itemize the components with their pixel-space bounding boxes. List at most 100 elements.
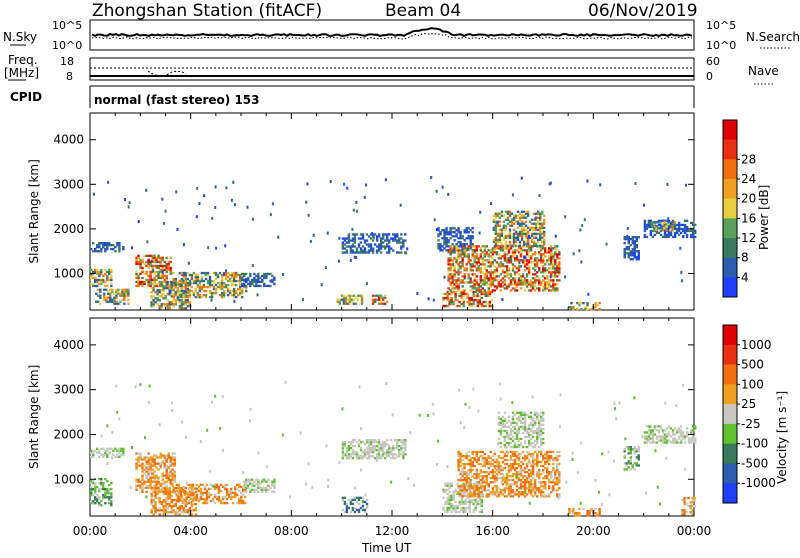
data-cell bbox=[542, 442, 544, 444]
data-cell bbox=[191, 276, 193, 278]
data-cell bbox=[96, 486, 98, 488]
data-cell bbox=[437, 239, 439, 241]
data-speck bbox=[214, 206, 216, 209]
data-cell bbox=[443, 229, 445, 231]
data-speck bbox=[211, 217, 213, 220]
data-cell bbox=[481, 505, 483, 507]
data-cell bbox=[532, 287, 534, 289]
data-cell bbox=[539, 219, 541, 221]
data-cell bbox=[502, 457, 504, 459]
data-cell bbox=[550, 455, 552, 457]
data-cell bbox=[232, 492, 234, 494]
data-cell bbox=[552, 479, 554, 481]
data-cell bbox=[119, 301, 121, 303]
data-cell bbox=[354, 445, 356, 447]
data-cell bbox=[98, 498, 100, 500]
data-speck bbox=[635, 182, 637, 185]
data-cell bbox=[512, 412, 514, 414]
data-cell bbox=[458, 295, 460, 297]
data-cell bbox=[512, 436, 514, 438]
data-cell bbox=[528, 440, 530, 442]
data-cell bbox=[542, 259, 544, 261]
data-cell bbox=[501, 243, 503, 245]
data-cell bbox=[233, 272, 235, 274]
data-cell bbox=[494, 289, 496, 291]
data-cell bbox=[261, 491, 263, 493]
data-cell bbox=[118, 244, 120, 246]
data-cell bbox=[542, 275, 544, 277]
data-cell bbox=[506, 430, 508, 432]
data-cell bbox=[227, 276, 229, 278]
data-cell bbox=[504, 489, 506, 491]
data-cell bbox=[172, 475, 174, 477]
data-cell bbox=[475, 499, 477, 501]
data-cell bbox=[476, 485, 478, 487]
data-cell bbox=[102, 275, 104, 277]
data-cell bbox=[166, 485, 168, 487]
data-cell bbox=[518, 446, 520, 448]
data-cell bbox=[543, 239, 545, 241]
data-cell bbox=[666, 427, 668, 429]
data-cell bbox=[544, 481, 546, 483]
data-cell bbox=[508, 251, 510, 253]
data-cell bbox=[544, 247, 546, 249]
data-cell bbox=[462, 257, 464, 259]
data-cell bbox=[199, 284, 201, 286]
data-speck bbox=[479, 232, 481, 235]
data-cell bbox=[535, 229, 537, 231]
data-cell bbox=[210, 484, 212, 486]
data-cell bbox=[118, 242, 120, 244]
data-cell bbox=[217, 274, 219, 276]
data-cell bbox=[520, 247, 522, 249]
data-cell bbox=[247, 485, 249, 487]
data-cell bbox=[171, 507, 173, 509]
colorbar-segment bbox=[723, 258, 737, 278]
data-cell bbox=[172, 456, 174, 458]
data-cell bbox=[638, 256, 640, 258]
data-cell bbox=[152, 287, 154, 289]
data-cell bbox=[542, 265, 544, 267]
data-cell bbox=[556, 459, 558, 461]
data-cell bbox=[453, 275, 455, 277]
data-cell bbox=[451, 285, 453, 287]
data-cell bbox=[636, 244, 638, 246]
data-cell bbox=[538, 267, 540, 269]
data-cell bbox=[172, 485, 174, 487]
data-cell bbox=[536, 442, 538, 444]
data-cell bbox=[380, 301, 382, 303]
data-cell bbox=[528, 265, 530, 267]
data-cell bbox=[498, 463, 500, 465]
data-cell bbox=[388, 251, 390, 253]
data-cell bbox=[155, 259, 157, 261]
data-cell bbox=[392, 449, 394, 451]
data-cell bbox=[510, 257, 512, 259]
data-cell bbox=[106, 454, 108, 456]
data-speck bbox=[579, 229, 581, 232]
data-cell bbox=[195, 290, 197, 292]
data-cell bbox=[494, 481, 496, 483]
data-cell bbox=[447, 239, 449, 241]
data-cell bbox=[185, 487, 187, 489]
data-cell bbox=[100, 250, 102, 252]
data-cell bbox=[486, 459, 488, 461]
data-cell bbox=[536, 438, 538, 440]
data-cell bbox=[674, 236, 676, 238]
data-cell bbox=[135, 469, 137, 471]
data-cell bbox=[342, 455, 344, 457]
data-cell bbox=[182, 500, 184, 502]
data-cell bbox=[513, 235, 515, 237]
data-cell bbox=[402, 245, 404, 247]
data-cell bbox=[494, 453, 496, 455]
data-cell bbox=[534, 259, 536, 261]
data-cell bbox=[353, 295, 355, 297]
data-cell bbox=[518, 430, 520, 432]
data-cell bbox=[556, 245, 558, 247]
data-cell bbox=[241, 296, 243, 298]
data-cell bbox=[516, 436, 518, 438]
data-cell bbox=[502, 249, 504, 251]
data-cell bbox=[154, 489, 156, 491]
data-cell bbox=[253, 481, 255, 483]
data-cell bbox=[388, 245, 390, 247]
data-cell bbox=[135, 273, 137, 275]
data-cell bbox=[110, 283, 112, 285]
